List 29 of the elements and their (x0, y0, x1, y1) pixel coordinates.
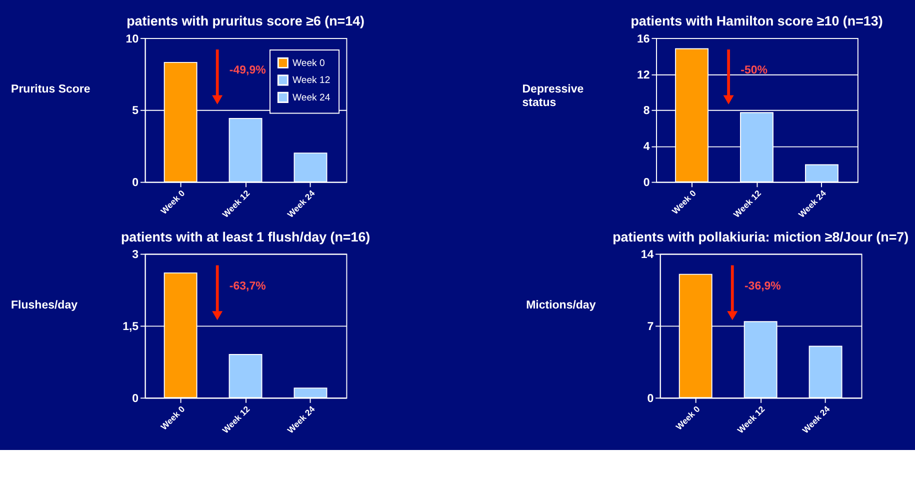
y-tick-label: 0 (647, 392, 654, 405)
annotation: -63,7% (229, 280, 266, 292)
chart-title: patients with pruritus score ≥6 (n=14) (126, 14, 364, 29)
y-tick-label: 7 (647, 321, 654, 334)
annotation: -49,9% (229, 64, 266, 76)
y-tick-label: 10 (126, 33, 139, 46)
y-tick-label: 0 (132, 177, 139, 190)
y-axis-title: Pruritus Score (11, 84, 90, 96)
y-axis-title: Depressive status (522, 84, 584, 110)
y-tick-label: 3 (132, 249, 139, 262)
legend-label: Week 12 (292, 75, 330, 86)
legend-label: Week 0 (292, 58, 325, 69)
y-tick-label: 14 (640, 249, 654, 262)
y-tick-label: 0 (643, 177, 650, 190)
y-tick-label: 12 (637, 69, 650, 82)
annotation: -50% (740, 64, 768, 76)
y-tick-label: 16 (637, 33, 650, 46)
y-tick-label: 8 (643, 105, 650, 118)
legend-label: Week 24 (292, 92, 331, 104)
chart-title: patients with at least 1 flush/day (n=16) (120, 229, 370, 244)
chart-title: patients with pollakiuria: miction ≥8/Jour (n=7) (612, 229, 909, 244)
y-axis-title: Flushes/day (11, 299, 78, 312)
y-axis-title: Mictions/day (526, 299, 596, 312)
y-tick-label: 1,5 (122, 321, 140, 334)
y-tick-label: 4 (643, 141, 650, 154)
y-tick-label: 0 (132, 392, 139, 405)
chart-title: patients with Hamilton score ≥10 (n=13) (630, 14, 883, 29)
y-tick-label: 5 (132, 105, 140, 118)
annotation: -36,9% (744, 280, 781, 292)
